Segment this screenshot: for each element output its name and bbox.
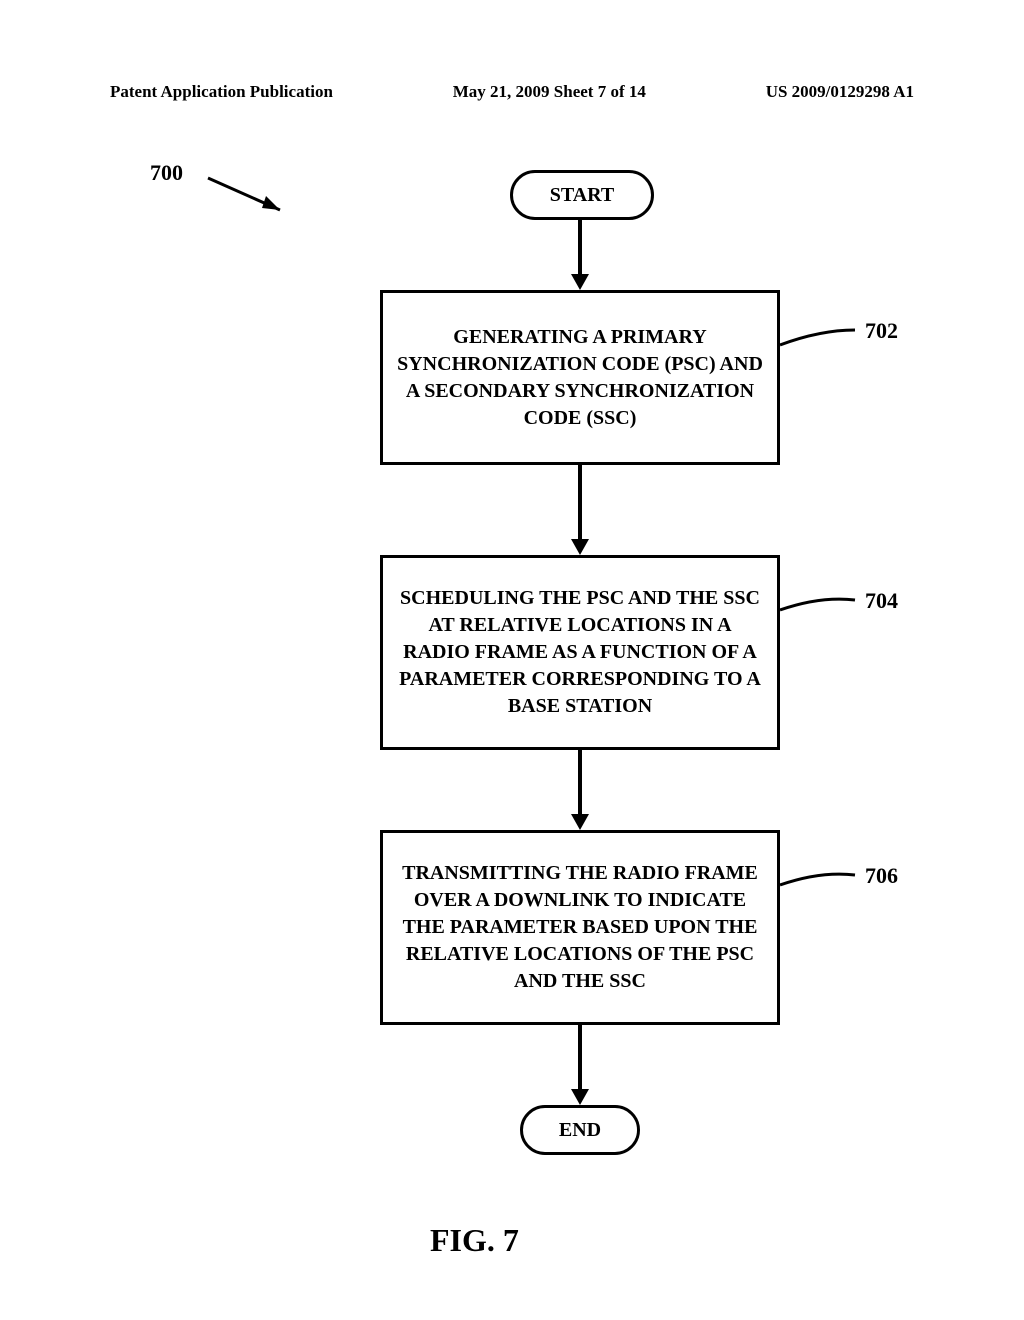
edge-706-end [578,1025,582,1091]
edge-704-706 [578,750,582,816]
header-center: May 21, 2009 Sheet 7 of 14 [453,82,646,102]
end-label: END [559,1119,601,1142]
header-right: US 2009/0129298 A1 [766,82,914,102]
process-702-text: GENERATING A PRIMARY SYNCHRONIZATION COD… [395,324,765,432]
callout-706-line [780,865,860,900]
end-node: END [520,1105,640,1155]
ref-pointer-arrow [200,168,310,228]
page-header: Patent Application Publication May 21, 2… [110,82,914,102]
process-702: GENERATING A PRIMARY SYNCHRONIZATION COD… [380,290,780,465]
callout-704-label: 704 [865,588,898,614]
callout-702-line [780,320,860,360]
edge-start-702 [578,220,582,276]
process-704-text: SCHEDULING THE PSC AND THE SSC AT RELATI… [395,585,765,720]
flowchart-ref-number: 700 [150,160,183,186]
figure-label: FIG. 7 [430,1222,519,1259]
start-label: START [550,184,615,207]
process-706: TRANSMITTING THE RADIO FRAME OVER A DOWN… [380,830,780,1025]
edge-702-704 [578,465,582,541]
arrowhead-3 [571,814,589,830]
callout-702-label: 702 [865,318,898,344]
arrowhead-1 [571,274,589,290]
arrowhead-4 [571,1089,589,1105]
process-704: SCHEDULING THE PSC AND THE SSC AT RELATI… [380,555,780,750]
header-left: Patent Application Publication [110,82,333,102]
callout-704-line [780,590,860,625]
arrowhead-2 [571,539,589,555]
start-node: START [510,170,654,220]
process-706-text: TRANSMITTING THE RADIO FRAME OVER A DOWN… [395,860,765,995]
callout-706-label: 706 [865,863,898,889]
